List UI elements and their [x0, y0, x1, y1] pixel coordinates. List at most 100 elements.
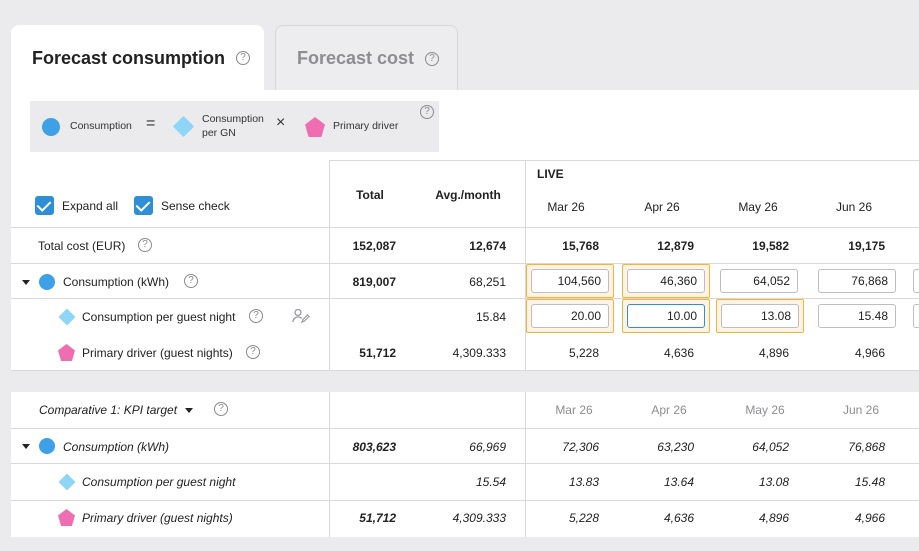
comparative-driver-apr: 4,636 [663, 511, 694, 525]
total-cost-may: 19,582 [752, 239, 789, 253]
divider [525, 392, 526, 537]
cpgn-diamond-icon [58, 308, 76, 326]
comparative-cpgn-label: Consumption per guest night [82, 475, 236, 489]
divider [11, 370, 919, 371]
formula-consumption-label: Consumption [70, 120, 132, 132]
expand-all-label: Expand all [62, 199, 119, 213]
comparative-header-month: Jun 26 [842, 403, 880, 417]
driver-may: 4,896 [758, 346, 789, 360]
consumption-dot-icon [39, 438, 55, 454]
user-edit-icon[interactable] [292, 308, 310, 324]
help-icon[interactable]: ? [249, 309, 263, 323]
formula-cpgn-line1: Consumption [202, 113, 264, 125]
comparative-cpgn-mar: 13.83 [568, 475, 599, 489]
driver-apr: 4,636 [663, 346, 694, 360]
expand-all-checkbox[interactable] [35, 196, 54, 215]
consumption-avg: 68,251 [469, 275, 506, 289]
header-total: Total [356, 188, 384, 202]
help-icon[interactable]: ? [246, 345, 260, 359]
comparative-driver-avg: 4,309.333 [452, 511, 506, 525]
consumption-input-next[interactable] [913, 269, 919, 293]
tab-forecast-consumption-label: Forecast consumption [32, 47, 226, 68]
help-icon[interactable]: ? [214, 402, 228, 416]
comparative-cpgn-apr: 13.64 [663, 475, 694, 489]
divider [11, 428, 919, 429]
header-month: Jun 26 [835, 200, 873, 214]
total-cost-avg: 12,674 [469, 239, 506, 253]
comparative-header-month: Apr 26 [651, 403, 687, 417]
driver-total: 51,712 [359, 346, 396, 360]
comparative-cpgn-may: 13.08 [758, 475, 789, 489]
comparative-header-month: Mar 26 [555, 403, 593, 417]
collapse-caret-icon[interactable] [22, 444, 30, 449]
consumption-dot-icon [39, 274, 55, 290]
help-icon[interactable]: ? [138, 238, 152, 252]
divider [11, 227, 919, 228]
total-cost-label: Total cost (EUR) [38, 239, 126, 253]
comparative-consumption-mar: 72,306 [562, 440, 599, 454]
header-avg: Avg./month [435, 188, 501, 202]
cpgn-input-may[interactable]: 13.08 [721, 304, 799, 328]
divider [11, 500, 919, 501]
tab-forecast-cost-label: Forecast cost [297, 48, 415, 68]
total-cost-apr: 12,879 [657, 239, 694, 253]
cpgn-diamond-icon [172, 115, 195, 138]
tab-forecast-consumption[interactable]: Forecast consumption ? [11, 25, 264, 91]
divider [11, 463, 919, 464]
driver-pentagon-icon [58, 344, 75, 361]
divider [11, 263, 919, 264]
help-icon[interactable]: ? [184, 274, 198, 288]
help-icon[interactable]: ? [236, 51, 251, 65]
cpgn-input-next[interactable] [913, 304, 919, 328]
consumption-input-may[interactable]: 64,052 [720, 269, 798, 293]
formula-times: × [276, 114, 286, 131]
comparative-consumption-total: 803,623 [352, 440, 396, 454]
collapse-caret-icon[interactable] [22, 280, 30, 285]
cpgn-input-jun[interactable]: 15.48 [818, 304, 896, 328]
divider [329, 392, 330, 537]
comparative-driver-label: Primary driver (guest nights) [82, 511, 233, 525]
comparative-consumption-may: 64,052 [752, 440, 789, 454]
driver-label: Primary driver (guest nights) [82, 346, 233, 360]
consumption-input-mar[interactable]: 104,560 [531, 269, 609, 293]
help-icon[interactable]: ? [425, 51, 440, 66]
cpgn-input-apr[interactable]: 10.00 [627, 304, 705, 328]
driver-pentagon-icon [305, 117, 325, 137]
comparative-selector[interactable]: Comparative 1: KPI target [39, 403, 178, 417]
consumption-input-jun[interactable]: 76,868 [818, 269, 896, 293]
consumption-dot-icon [42, 118, 60, 136]
header-live: LIVE [537, 167, 564, 181]
forecast-panel: Consumption = Consumption per GN × Prima… [11, 90, 919, 371]
comparative-driver-may: 4,896 [758, 511, 789, 525]
formula-cpgn-line2: per GN [202, 127, 236, 139]
total-cost-jun: 19,175 [848, 239, 885, 253]
comparative-consumption-label: Consumption (kWh) [63, 440, 170, 454]
tab-forecast-cost[interactable]: Forecast cost ? [275, 25, 458, 91]
driver-mar: 5,228 [568, 346, 599, 360]
total-cost-total: 152,087 [352, 239, 396, 253]
comparative-cpgn-avg: 15.54 [475, 475, 506, 489]
dropdown-caret-icon[interactable] [185, 408, 193, 413]
comparative-consumption-jun: 76,868 [848, 440, 885, 454]
header-month: May 26 [738, 200, 778, 214]
divider [525, 160, 919, 161]
header-month: Mar 26 [547, 200, 585, 214]
cpgn-avg: 15.84 [475, 310, 506, 324]
divider [525, 160, 526, 371]
comparative-driver-total: 51,712 [359, 511, 396, 525]
divider [329, 160, 525, 161]
sense-check-checkbox[interactable] [134, 196, 153, 215]
divider [11, 298, 919, 299]
comparative-cpgn-jun: 15.48 [854, 475, 885, 489]
comparative-driver-jun: 4,966 [854, 511, 885, 525]
consumption-total: 819,007 [352, 275, 396, 289]
consumption-label: Consumption (kWh) [63, 275, 170, 289]
cpgn-input-mar[interactable]: 20.00 [531, 304, 609, 328]
consumption-input-apr[interactable]: 46,360 [627, 269, 705, 293]
comparative-panel: Comparative 1: KPI target ? Mar 26 Apr 2… [11, 392, 919, 537]
help-icon[interactable]: ? [420, 105, 434, 119]
comparative-consumption-avg: 66,969 [469, 440, 506, 454]
header-month: Apr 26 [644, 200, 680, 214]
total-cost-mar: 15,768 [562, 239, 599, 253]
formula-equals: = [146, 115, 156, 132]
